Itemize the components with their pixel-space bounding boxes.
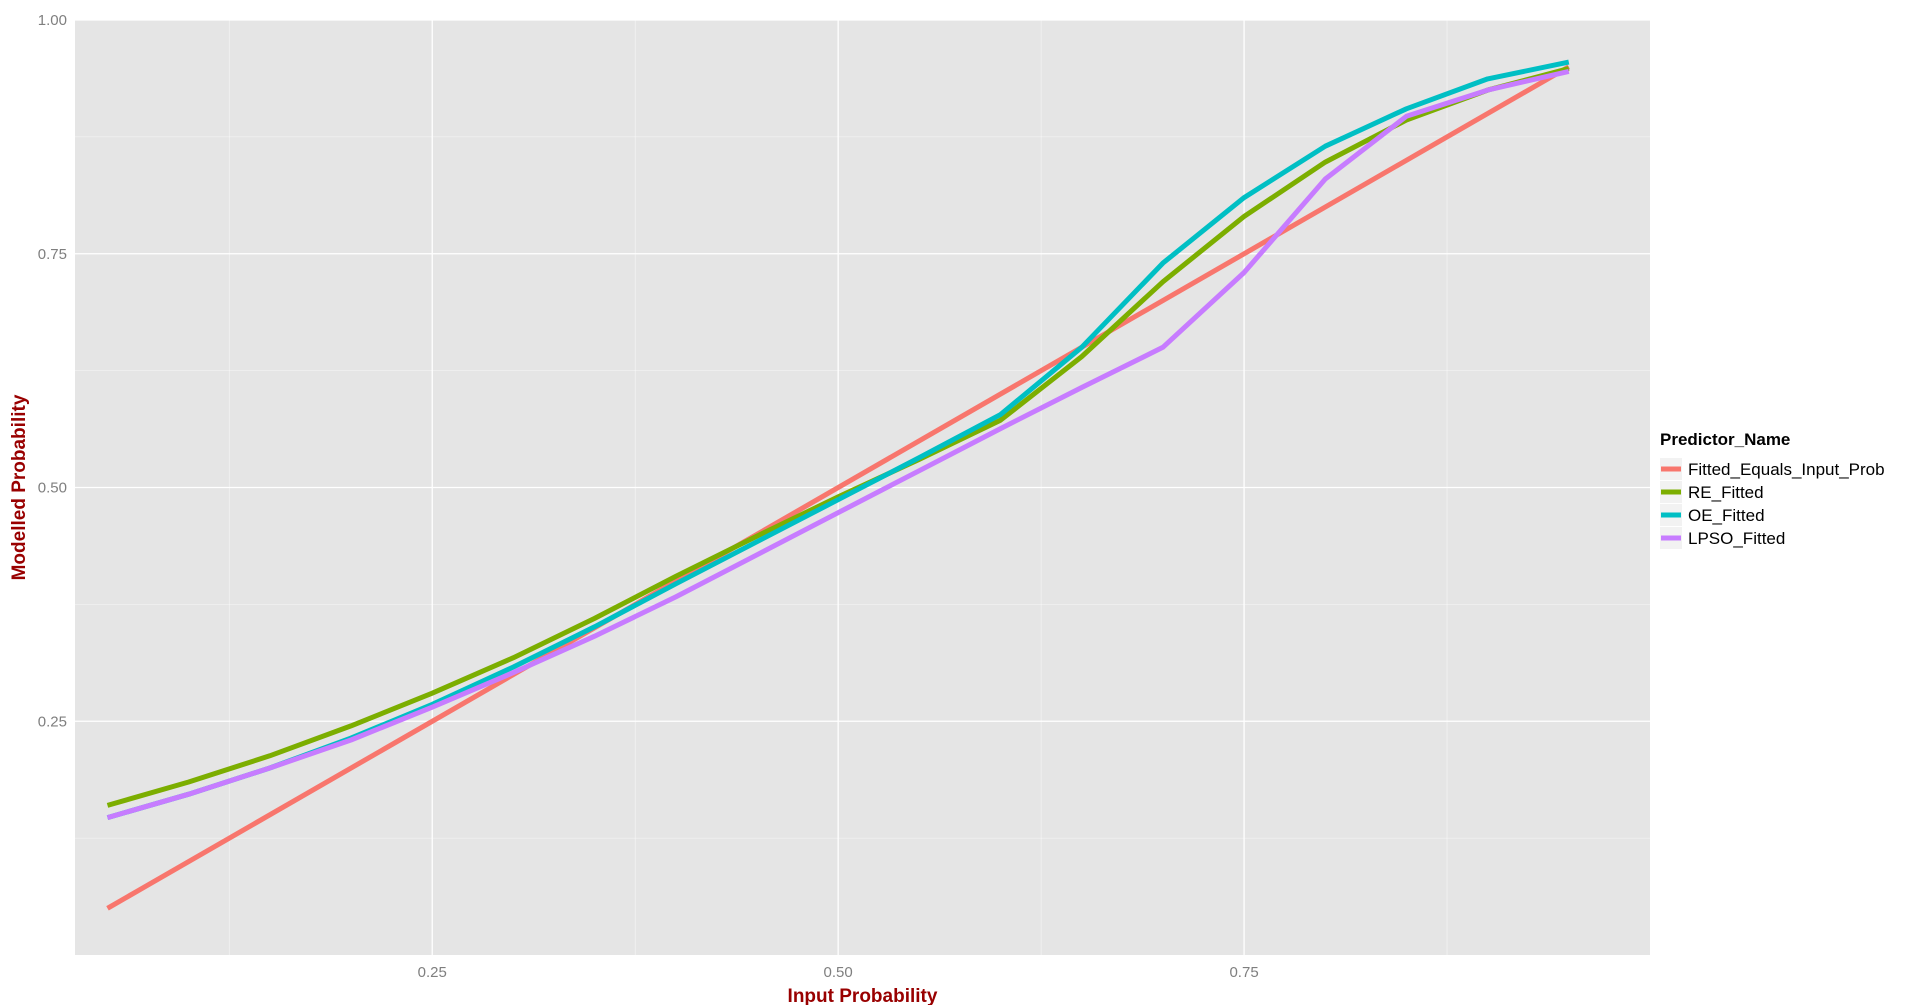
legend: Predictor_Name Fitted_Equals_Input_Prob R… [1660, 430, 1885, 549]
series-line-fitted-equals-input-prob [106, 64, 1571, 911]
y-tick-label: 1.00 [38, 12, 67, 29]
series-lines [106, 59, 1571, 911]
legend-label: LPSO_Fitted [1688, 529, 1785, 548]
legend-title: Predictor_Name [1660, 430, 1790, 449]
y-tick-label: 0.25 [38, 713, 67, 730]
y-tick-label: 0.75 [38, 246, 67, 263]
x-axis-title: Input Probability [788, 986, 938, 1005]
series-line-lpso-fitted [106, 68, 1570, 821]
x-tick-label: 0.25 [418, 964, 447, 981]
legend-label: Fitted_Equals_Input_Prob [1688, 460, 1885, 479]
y-axis-title: Modelled Probability [9, 394, 30, 580]
y-tick-label: 0.50 [38, 480, 67, 497]
y-axis-tick-labels: 0.25 0.50 0.75 1.00 [38, 12, 67, 730]
x-tick-label: 0.75 [1229, 964, 1258, 981]
legend-items: Fitted_Equals_Input_Prob RE_Fitted OE_Fitt… [1660, 458, 1885, 549]
legend-label: OE_Fitted [1688, 506, 1765, 525]
x-axis-tick-labels: 0.25 0.50 0.75 [418, 964, 1259, 981]
x-tick-label: 0.50 [824, 964, 853, 981]
legend-label: RE_Fitted [1688, 483, 1764, 502]
